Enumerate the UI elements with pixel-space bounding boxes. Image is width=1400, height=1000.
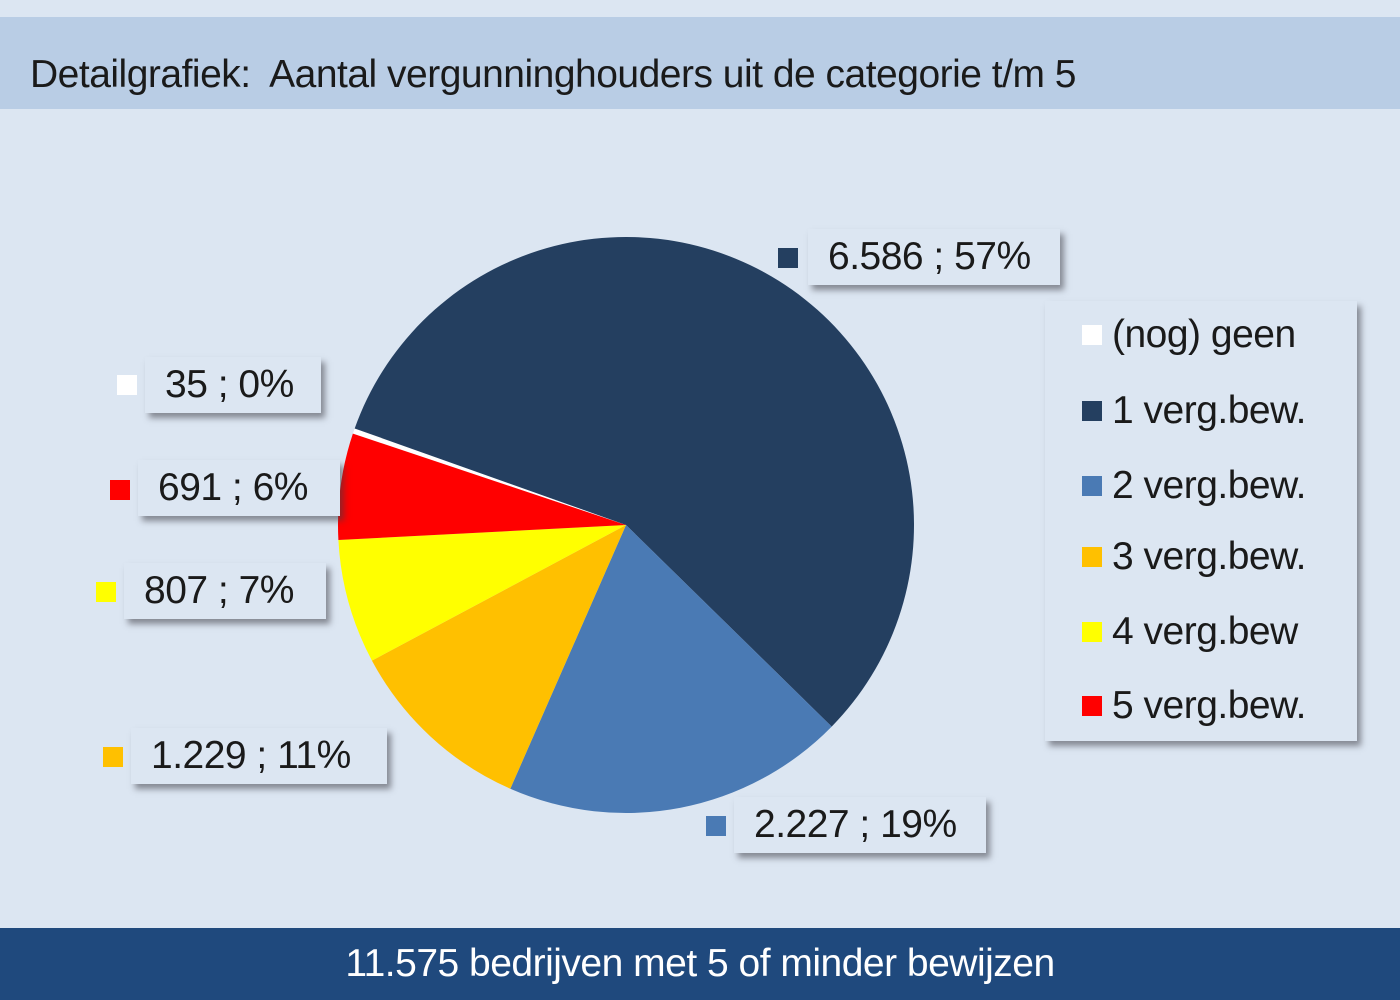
label-swatch-0 <box>117 375 137 395</box>
legend-swatch-0 <box>1082 325 1102 345</box>
footer-bar: 11.575 bedrijven met 5 of minder bewijze… <box>0 928 1400 1000</box>
label-swatch-5 <box>110 480 130 500</box>
data-label-nog-geen: 35 ; 0% <box>145 357 321 413</box>
chart-legend: (nog) geen 1 verg.bew. 2 verg.bew. 3 ver… <box>1045 301 1357 741</box>
legend-swatch-2 <box>1082 476 1102 496</box>
slice-2-verg <box>510 525 832 813</box>
legend-label: 1 verg.bew. <box>1112 389 1306 432</box>
legend-swatch-1 <box>1082 401 1102 421</box>
legend-swatch-5 <box>1082 696 1102 716</box>
data-label-text: 35 ; 0% <box>165 363 294 406</box>
slice-5-verg <box>338 433 626 541</box>
label-swatch-3 <box>103 747 123 767</box>
data-label-3-verg: 1.229 ; 11% <box>131 728 387 784</box>
data-label-text: 6.586 ; 57% <box>828 235 1031 278</box>
legend-label: 2 verg.bew. <box>1112 464 1306 507</box>
data-label-2-verg: 2.227 ; 19% <box>734 797 986 853</box>
label-swatch-1 <box>778 248 798 268</box>
slice-1-verg <box>354 236 915 727</box>
data-label-text: 807 ; 7% <box>144 569 294 612</box>
slice-nog-geen <box>352 428 626 525</box>
legend-swatch-3 <box>1082 547 1102 567</box>
legend-label: 4 verg.bew <box>1112 610 1298 653</box>
legend-item-4-verg: 4 verg.bew <box>1082 610 1298 653</box>
slice-4-verg <box>338 525 626 661</box>
data-label-text: 691 ; 6% <box>158 466 308 509</box>
legend-item-3-verg: 3 verg.bew. <box>1082 535 1306 578</box>
label-swatch-4 <box>96 582 116 602</box>
title-bar: Detailgrafiek: Aantal vergunninghouders … <box>0 17 1400 109</box>
legend-item-5-verg: 5 verg.bew. <box>1082 684 1306 727</box>
legend-item-2-verg: 2 verg.bew. <box>1082 464 1306 507</box>
legend-label: 3 verg.bew. <box>1112 535 1306 578</box>
legend-label: (nog) geen <box>1112 313 1296 356</box>
legend-item-nog-geen: (nog) geen <box>1082 313 1296 356</box>
data-label-1-verg: 6.586 ; 57% <box>808 229 1060 285</box>
data-label-4-verg: 807 ; 7% <box>124 563 326 619</box>
data-label-text: 2.227 ; 19% <box>754 803 957 846</box>
slice-3-verg <box>371 525 626 789</box>
label-swatch-2 <box>706 816 726 836</box>
data-label-5-verg: 691 ; 6% <box>138 460 340 516</box>
legend-swatch-4 <box>1082 622 1102 642</box>
data-label-text: 1.229 ; 11% <box>151 734 351 777</box>
chart-title: Detailgrafiek: Aantal vergunninghouders … <box>30 53 1077 96</box>
legend-item-1-verg: 1 verg.bew. <box>1082 389 1306 432</box>
legend-label: 5 verg.bew. <box>1112 684 1306 727</box>
total-summary: 11.575 bedrijven met 5 of minder bewijze… <box>345 942 1055 985</box>
